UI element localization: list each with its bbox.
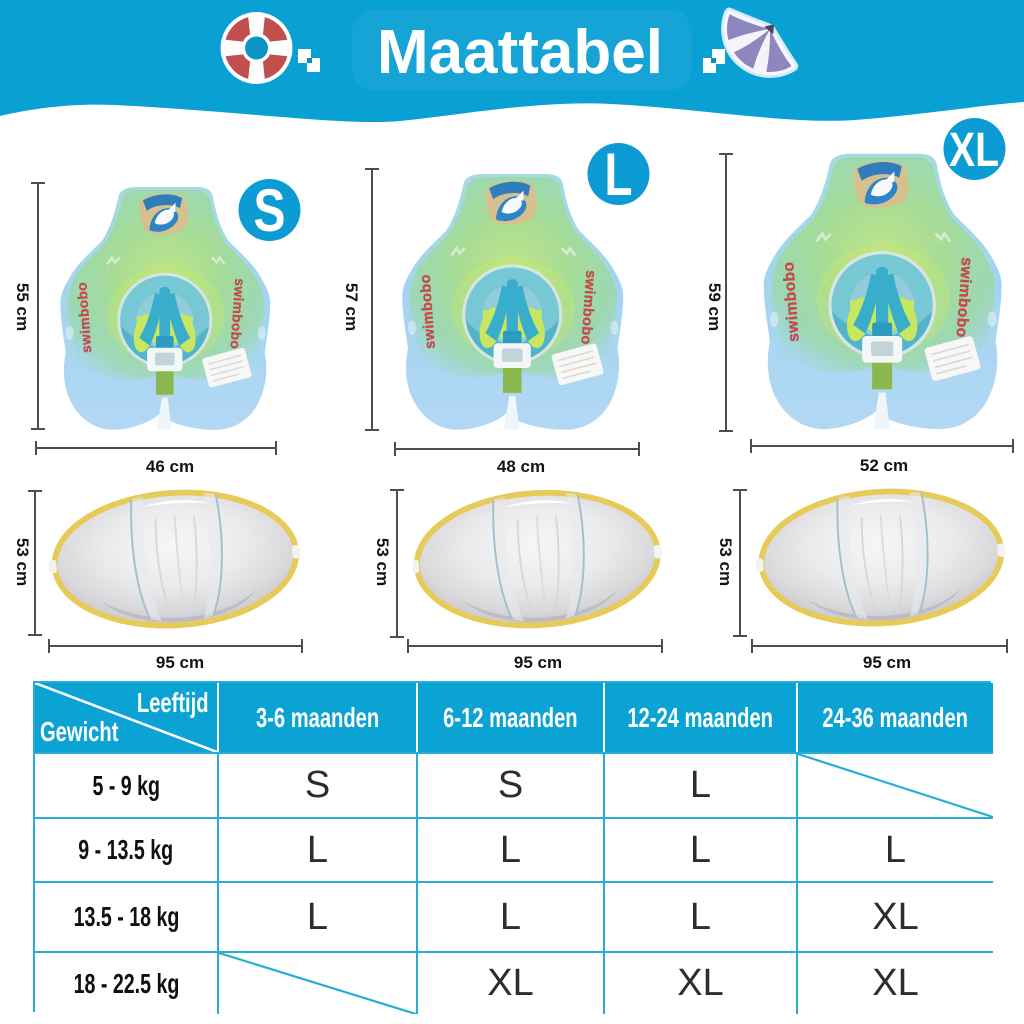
svg-text:57 cm: 57 cm [342,283,361,331]
svg-text:48 cm: 48 cm [497,457,545,476]
svg-text:95 cm: 95 cm [156,653,204,672]
svg-text:95 cm: 95 cm [514,653,562,672]
svg-text:46 cm: 46 cm [146,457,194,476]
svg-text:95 cm: 95 cm [863,653,911,672]
svg-text:53 cm: 53 cm [716,538,735,586]
svg-text:52 cm: 52 cm [860,456,908,475]
svg-text:S: S [254,177,286,244]
svg-text:L: L [605,141,633,208]
svg-text:59 cm: 59 cm [705,283,724,331]
svg-text:53 cm: 53 cm [373,538,392,586]
svg-text:55 cm: 55 cm [13,283,32,331]
svg-text:Maattabel: Maattabel [377,18,663,87]
svg-text:53 cm: 53 cm [13,538,32,586]
svg-text:XL: XL [949,124,999,177]
